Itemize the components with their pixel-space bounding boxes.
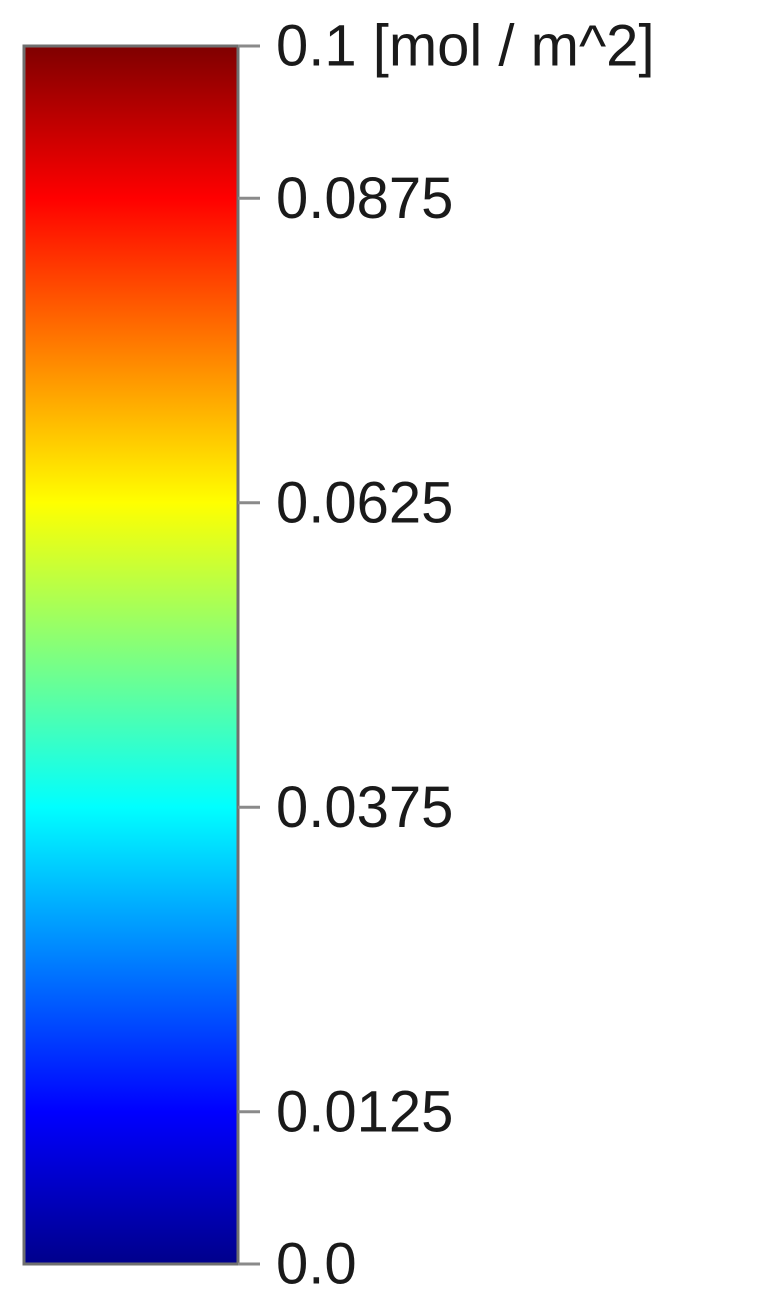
tick-label-2: 0.0625 (276, 470, 453, 535)
tick-label-3: 0.0375 (276, 775, 453, 840)
tick-label-5: 0.0 (276, 1232, 357, 1297)
colorbar-fill (24, 46, 238, 1264)
tick-label-0: 0.1 [mol / m^2] (276, 14, 655, 79)
tick-label-1: 0.0875 (276, 166, 453, 231)
tick-label-4: 0.0125 (276, 1079, 453, 1144)
colorbar-frame (22, 44, 240, 1266)
colorbar-ticks: 0.1 [mol / m^2] 0.0875 0.0625 0.0375 0.0125 0… (238, 14, 655, 1297)
